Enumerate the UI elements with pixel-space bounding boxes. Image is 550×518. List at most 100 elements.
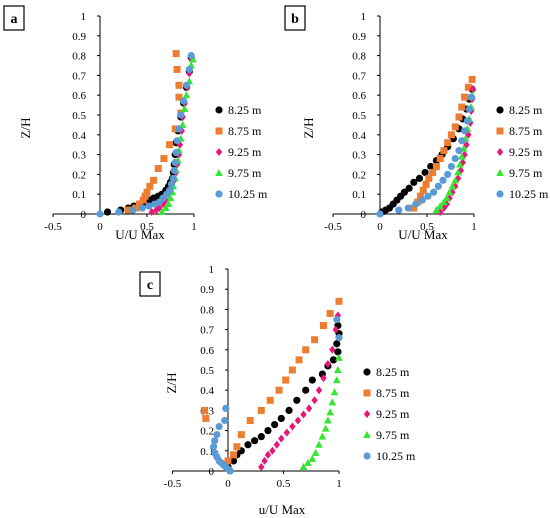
y-tick-label: 0.7 [72,70,86,82]
y-tick-label: 0.6 [200,345,214,357]
y-tick-label: 0.8 [72,51,86,63]
data-point [324,359,332,368]
data-point [320,374,327,383]
data-point [333,315,341,324]
legend-marker [496,148,504,156]
data-point [264,427,272,435]
legend-marker [215,106,223,114]
data-point [469,85,477,94]
data-point [230,451,238,459]
data-point [304,458,312,466]
data-point [458,103,466,111]
data-point [308,376,316,384]
data-point [233,443,241,451]
x-tick-label: 1 [336,478,342,490]
x-tick-label: 0.5 [277,478,291,490]
data-point [410,178,418,186]
y-tick-label: 0.1 [200,446,214,458]
y-tick-label: 0.9 [352,31,366,43]
data-point [146,182,154,190]
data-point [141,192,149,200]
data-point [376,210,384,218]
legend: 8.25 m 8.75 m 9.25 m 9.75 m 10.25 m [363,365,416,463]
legend-marker [215,169,223,176]
data-point [436,202,444,210]
data-point [166,194,175,202]
data-point [156,204,163,213]
data-point [329,345,336,354]
data-point [395,206,403,214]
y-tick-label: 0.3 [72,150,86,162]
data-point [244,441,252,449]
data-point [416,192,424,200]
data-point [277,414,285,423]
legend-label: 9.25 m [228,145,262,159]
y-tick-label: 0.9 [72,31,86,43]
data-point [285,406,293,414]
chart-panel-a: 0 0.1 0.2 0.3 0.4 0.5 0.6 0.7 0.8 0.9 1 -0.5 0 0.5 1 U/… [3,5,268,242]
legend-label: 9.75 m [376,428,410,442]
data-point [211,437,219,445]
data-point [451,123,459,131]
data-point [289,422,296,431]
data-point [222,404,230,412]
data-point [275,386,283,394]
data-point [432,162,440,170]
data-point [162,204,170,212]
data-point [429,188,438,196]
data-point [461,93,469,101]
panel-label-box [284,5,306,31]
data-point [180,105,189,113]
x-tick-label: 0 [225,478,231,490]
data-point [135,200,143,208]
data-point [173,137,181,145]
data-point [454,168,462,176]
data-point [175,125,183,133]
legend-marker [496,127,504,135]
y-tick-label: 0.6 [352,90,366,102]
data-point [237,431,245,439]
data-point [440,147,448,155]
panel-label: a [11,12,18,27]
data-point [180,97,188,105]
series-8-75-m [201,297,343,465]
panel-label: c [147,278,153,293]
data-point [171,158,179,167]
data-point [324,416,332,424]
data-point [182,81,191,89]
data-point [405,184,413,192]
y-tick-label: 0.9 [200,284,214,296]
x-tick-label: 0 [377,221,383,233]
series-8-25-m [224,321,343,471]
legend-marker [363,431,371,438]
data-point [145,202,153,210]
data-point [182,91,191,99]
y-tick-label: 0.8 [200,304,214,316]
data-point [150,176,158,184]
y-axis-label: Z/H [301,118,316,139]
data-point [319,322,327,330]
legend-label: 9.25 m [509,145,543,159]
data-point [143,188,151,196]
chart-panel-c: 00.10.20.30.40.50.60.70.80.91-0.500.51u/… [139,264,416,517]
data-point [172,50,180,58]
y-tick-label: 0.4 [352,130,366,142]
data-point [455,113,463,121]
legend: 8.25 m 8.75 m 9.25 m 9.75 m 10.25 m [215,103,268,201]
x-tick-label: 1 [191,221,197,233]
data-point [447,131,455,139]
data-point [202,414,210,422]
legend-label: 10.25 m [509,187,549,201]
data-point [172,149,180,157]
data-point [330,388,339,396]
data-point [124,206,132,214]
data-point [169,174,177,182]
data-point [185,65,193,74]
data-point [410,204,418,212]
data-point [271,420,279,429]
legend-marker [215,148,223,156]
data-point [442,194,451,202]
data-point [440,198,448,206]
data-point [294,416,302,425]
legend-label: 8.75 m [376,386,410,400]
